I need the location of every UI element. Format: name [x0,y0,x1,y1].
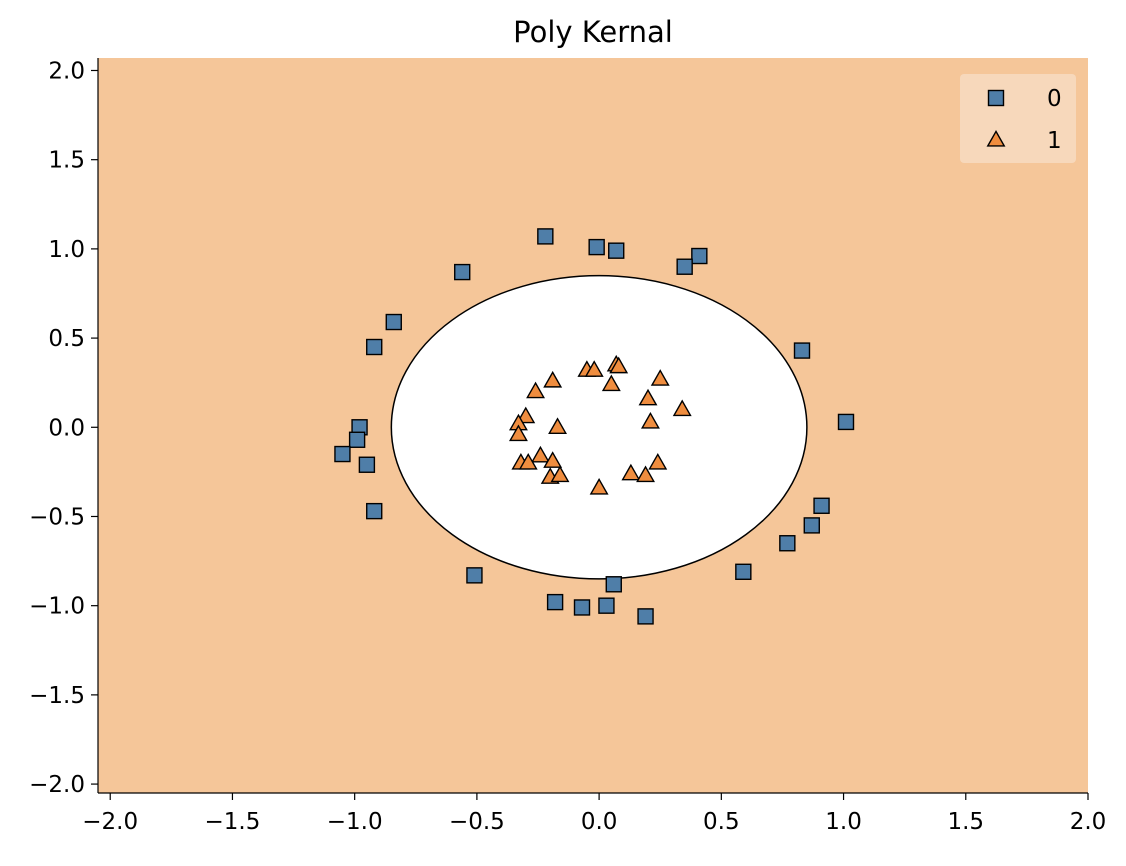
x-tick-label: −0.5 [449,809,505,835]
chart-title: Poly Kernal [513,15,673,49]
y-tick-label: 0.5 [48,326,85,352]
class-0-point [735,563,752,580]
y-tick-label: −1.5 [29,683,85,709]
x-tick-label: −1.5 [205,809,261,835]
class-1-point [636,465,656,483]
legend-label-0: 0 [1047,86,1062,112]
class-0-point [366,502,383,520]
class-1-region [390,274,808,580]
y-tick-label: 0.0 [48,415,85,441]
class-1-point [650,369,670,386]
data-points [334,228,855,625]
x-tick-label: 0.5 [703,809,740,835]
legend: 01 [960,74,1076,163]
class-1-point [543,370,563,388]
x-tick-label: 0.0 [581,809,618,835]
x-tick-label: 1.5 [947,809,984,835]
y-tick-label: 1.0 [48,237,85,263]
class-0-point [358,456,376,473]
x-tick-label: 2.0 [1070,809,1107,835]
class-0-point [588,238,605,256]
class-0-point [605,576,622,593]
class-0-point [385,313,402,331]
class-1-point [640,411,660,429]
class-1-point [543,451,563,468]
class-1-point [621,463,641,481]
class-0-point [691,247,708,265]
legend-label-1: 1 [1047,128,1062,154]
class-1-point [609,356,629,374]
class-1-point [508,424,528,442]
class-1-point [550,465,570,483]
x-tick-label: −2.0 [82,809,138,835]
class-0-point [803,517,820,534]
class-1-point [530,445,550,463]
class-1-point [518,452,538,470]
class-0-point [466,567,483,584]
class-1-point [584,360,604,377]
class-1-point [648,452,668,470]
class-0-point [573,599,591,616]
x-tick-label: 1.0 [825,809,862,835]
axes: −2.0 −1.5 −1.0 −0.5 0.0 0.5 1.0 1.5 2.0 −2.0 −1.5 −… [29,58,1106,835]
class-0-point [348,431,366,448]
class-1-point [589,477,609,495]
class-0-point [454,263,471,281]
y-tick-label: −2.0 [29,772,85,798]
class-0-point [676,258,693,275]
y-tick-label: 1.5 [48,148,85,174]
class-0-point [779,535,796,552]
class-1-point [526,381,546,399]
class-0-point [793,342,811,359]
legend-marker-1 [986,130,1006,147]
class-1-point [548,417,568,434]
class-1-point [638,388,658,406]
class-0-point [537,228,554,245]
class-0-point [334,445,351,463]
y-tick-label: 2.0 [48,58,85,84]
y-tick-label: −0.5 [29,504,85,530]
plot-area [98,58,1088,793]
class-0-point [837,413,855,431]
class-1-point [601,374,621,392]
class-0-point [598,597,615,614]
class-1-point [672,399,692,417]
class-1-point [516,406,536,424]
y-tick-label: −1.0 [29,594,85,620]
class-0-point [546,593,564,611]
class-0-point [366,338,383,356]
legend-marker-0 [987,89,1005,107]
x-tick-label: −1.0 [327,809,383,835]
class-0-point [637,608,654,625]
class-0-point [608,242,625,259]
class-0-point [813,497,830,514]
